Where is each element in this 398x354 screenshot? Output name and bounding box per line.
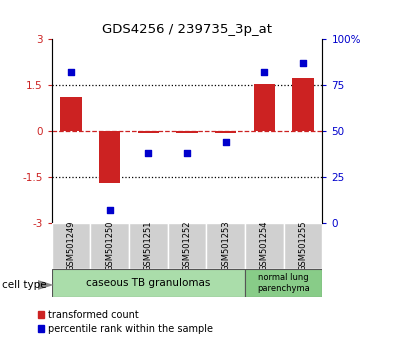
Legend: transformed count, percentile rank within the sample: transformed count, percentile rank withi… xyxy=(37,309,215,335)
Bar xyxy=(129,223,168,269)
Bar xyxy=(99,131,120,183)
Text: GSM501249: GSM501249 xyxy=(66,221,76,271)
Text: GSM501251: GSM501251 xyxy=(144,221,153,271)
Text: caseous TB granulomas: caseous TB granulomas xyxy=(86,278,211,288)
Bar xyxy=(52,269,245,297)
Bar xyxy=(254,84,275,131)
Title: GDS4256 / 239735_3p_at: GDS4256 / 239735_3p_at xyxy=(102,23,272,36)
Bar xyxy=(168,223,207,269)
Text: normal lung
parenchyma: normal lung parenchyma xyxy=(258,274,310,293)
Bar xyxy=(138,131,159,133)
Bar xyxy=(284,223,322,269)
Text: GSM501255: GSM501255 xyxy=(298,221,308,271)
Point xyxy=(107,207,113,213)
Bar xyxy=(52,223,90,269)
Text: GSM501250: GSM501250 xyxy=(105,221,114,271)
Point xyxy=(222,139,229,145)
Point xyxy=(184,150,190,156)
Bar xyxy=(293,78,314,131)
Point xyxy=(300,60,306,66)
Point xyxy=(261,69,267,75)
Bar xyxy=(90,223,129,269)
Bar xyxy=(245,223,284,269)
Text: GSM501254: GSM501254 xyxy=(260,221,269,271)
Text: GSM501253: GSM501253 xyxy=(221,221,230,272)
Point xyxy=(68,69,74,75)
Bar xyxy=(207,223,245,269)
Bar xyxy=(245,269,322,297)
Bar xyxy=(215,131,236,133)
Bar xyxy=(60,97,82,131)
Polygon shape xyxy=(38,280,54,290)
Text: GSM501252: GSM501252 xyxy=(183,221,191,271)
Text: cell type: cell type xyxy=(2,280,47,290)
Bar xyxy=(176,131,198,132)
Point xyxy=(145,150,152,156)
